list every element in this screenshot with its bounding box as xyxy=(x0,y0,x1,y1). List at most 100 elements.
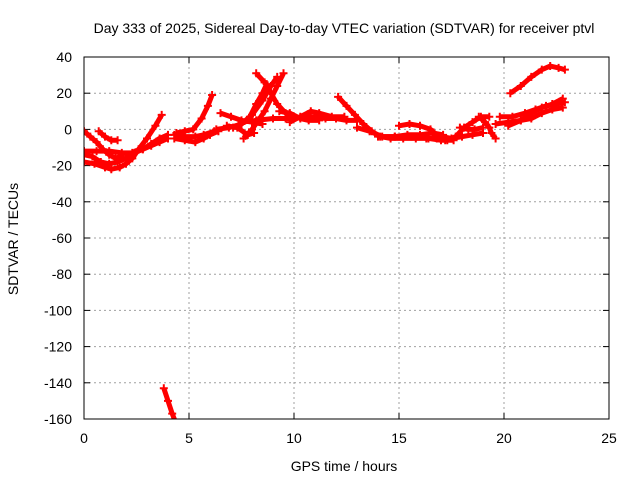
data-point xyxy=(147,141,156,150)
data-point xyxy=(279,69,288,78)
data-point xyxy=(212,125,221,134)
chart-title: Day 333 of 2025, Sidereal Day-to-day VTE… xyxy=(94,20,595,36)
y-tick-label: -80 xyxy=(52,266,72,282)
data-point xyxy=(266,89,275,98)
data-point xyxy=(485,112,494,121)
data-point xyxy=(315,116,324,125)
data-point xyxy=(365,127,374,136)
data-point xyxy=(117,148,126,157)
y-tick-label: -20 xyxy=(52,158,72,174)
data-point xyxy=(340,112,349,121)
data-point xyxy=(107,165,116,174)
data-point xyxy=(159,384,168,393)
data-point xyxy=(428,129,437,138)
data-point xyxy=(468,130,477,139)
data-point xyxy=(516,116,525,125)
data-point xyxy=(155,138,164,147)
data-point xyxy=(88,152,97,161)
data-series xyxy=(84,62,569,419)
data-point xyxy=(504,121,513,130)
data-point xyxy=(395,121,403,130)
data-point xyxy=(405,119,414,128)
x-tick-label: 10 xyxy=(286,430,302,446)
data-point xyxy=(143,134,151,143)
data-point xyxy=(481,118,490,127)
data-point xyxy=(527,72,536,81)
series-line-track-28 xyxy=(507,96,564,129)
data-point xyxy=(416,121,424,130)
data-point xyxy=(84,147,88,156)
data-point xyxy=(164,396,172,405)
data-point xyxy=(304,116,313,125)
data-point xyxy=(443,136,452,145)
y-axis-title: SDTVAR / TECUs xyxy=(5,183,21,295)
data-point xyxy=(239,134,248,143)
data-point xyxy=(197,114,206,123)
data-point xyxy=(203,101,212,110)
data-point xyxy=(455,123,464,132)
data-point xyxy=(485,123,494,132)
data-point xyxy=(222,121,231,130)
data-point xyxy=(275,107,284,116)
data-point xyxy=(180,132,189,141)
data-point xyxy=(260,78,269,87)
data-point xyxy=(269,114,277,123)
data-point xyxy=(554,63,563,72)
data-point xyxy=(296,112,305,121)
data-point xyxy=(168,409,177,418)
y-tick-label: -160 xyxy=(44,411,72,427)
data-point xyxy=(285,118,294,127)
data-point xyxy=(189,125,198,134)
data-point xyxy=(151,121,160,130)
data-point xyxy=(138,145,147,154)
data-point xyxy=(508,112,517,121)
data-point xyxy=(115,163,124,172)
data-point xyxy=(527,109,536,118)
data-point xyxy=(359,119,368,128)
data-point xyxy=(252,100,261,109)
data-point xyxy=(353,123,361,132)
data-point xyxy=(474,112,483,121)
data-point xyxy=(237,118,246,127)
data-point xyxy=(216,109,225,118)
data-point xyxy=(92,138,101,147)
data-point xyxy=(84,127,88,136)
x-tick-label: 20 xyxy=(496,430,512,446)
x-tick-label: 5 xyxy=(185,430,193,446)
y-tick-label: -120 xyxy=(44,339,72,355)
data-point xyxy=(424,134,433,143)
series-line-track-7 xyxy=(175,94,215,136)
data-point xyxy=(491,134,500,143)
y-tick-label: -60 xyxy=(52,230,72,246)
data-point xyxy=(94,127,103,136)
data-point xyxy=(546,62,555,71)
data-point xyxy=(84,157,88,166)
y-tick-label: -40 xyxy=(52,194,72,210)
data-point xyxy=(451,132,460,141)
data-point xyxy=(560,65,569,74)
data-point xyxy=(86,132,95,141)
data-point xyxy=(350,110,359,119)
data-point xyxy=(191,132,200,141)
data-point xyxy=(90,159,99,168)
x-tick-label: 25 xyxy=(601,430,617,446)
data-point xyxy=(92,147,101,156)
data-point xyxy=(101,132,109,141)
series-line-track-30 xyxy=(161,387,177,419)
data-point xyxy=(111,154,120,163)
data-point xyxy=(306,107,315,116)
data-point xyxy=(390,132,399,141)
data-point xyxy=(105,147,114,156)
y-tick-label: 20 xyxy=(56,85,72,101)
data-point xyxy=(327,112,336,121)
data-point xyxy=(281,114,290,123)
y-tick-label: 40 xyxy=(56,49,72,65)
data-point xyxy=(258,89,267,98)
data-point xyxy=(315,109,324,118)
y-tick-label: 0 xyxy=(64,121,72,137)
data-point xyxy=(273,100,282,109)
data-point xyxy=(122,159,130,168)
data-point xyxy=(537,103,546,112)
data-point xyxy=(487,129,496,138)
